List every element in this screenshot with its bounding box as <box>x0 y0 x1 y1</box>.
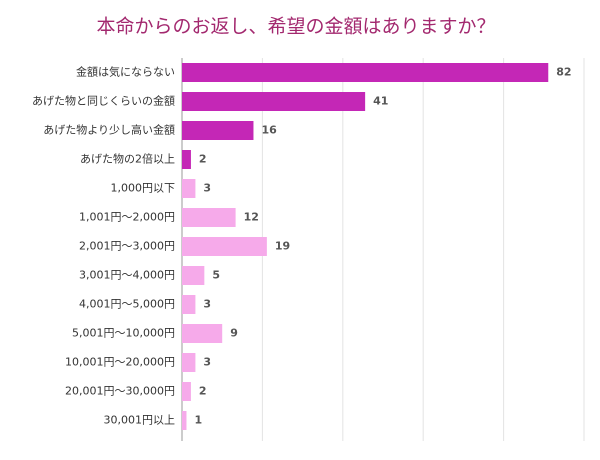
bar <box>182 411 187 430</box>
category-label: 5,001円～10,000円 <box>72 327 175 340</box>
bar <box>182 150 191 169</box>
bar <box>182 324 223 343</box>
category-label: あげた物より少し高い金額 <box>43 123 175 137</box>
value-label: 3 <box>203 356 211 369</box>
value-label: 3 <box>203 182 211 195</box>
category-label: 2,001円～3,000円 <box>79 240 175 253</box>
value-label: 5 <box>212 269 220 282</box>
value-label: 2 <box>199 385 207 398</box>
bar <box>182 295 196 314</box>
category-label: 20,001円～30,000円 <box>65 385 175 398</box>
bar <box>182 63 549 82</box>
bar <box>182 121 254 140</box>
chart-title: 本命からのお返し、希望の金額はありますか？ <box>96 16 495 38</box>
value-label: 41 <box>373 95 388 108</box>
value-label: 3 <box>203 298 211 311</box>
category-label: 10,001円～20,000円 <box>65 356 175 369</box>
value-label: 9 <box>230 327 238 340</box>
category-label: 1,000円以下 <box>111 182 176 195</box>
category-label: 30,001円以上 <box>104 414 176 427</box>
value-label: 19 <box>275 240 290 253</box>
category-label: あげた物と同じくらいの金額 <box>32 94 175 108</box>
value-label: 82 <box>556 66 571 79</box>
value-label: 2 <box>199 153 207 166</box>
category-label: 金額は気にならない <box>76 65 175 79</box>
category-label: 4,001円～5,000円 <box>79 298 175 311</box>
bar <box>182 382 191 401</box>
category-label: 1,001円～2,000円 <box>79 211 175 224</box>
bar <box>182 92 366 111</box>
category-label: 3,001円～4,000円 <box>79 269 175 282</box>
bar <box>182 353 196 372</box>
bar <box>182 266 205 285</box>
value-label: 16 <box>261 124 277 137</box>
value-label: 1 <box>194 414 202 427</box>
category-label: あげた物の2倍以上 <box>80 152 175 166</box>
bar <box>182 208 236 227</box>
bar <box>182 179 196 198</box>
value-label: 12 <box>244 211 259 224</box>
bar <box>182 237 267 256</box>
